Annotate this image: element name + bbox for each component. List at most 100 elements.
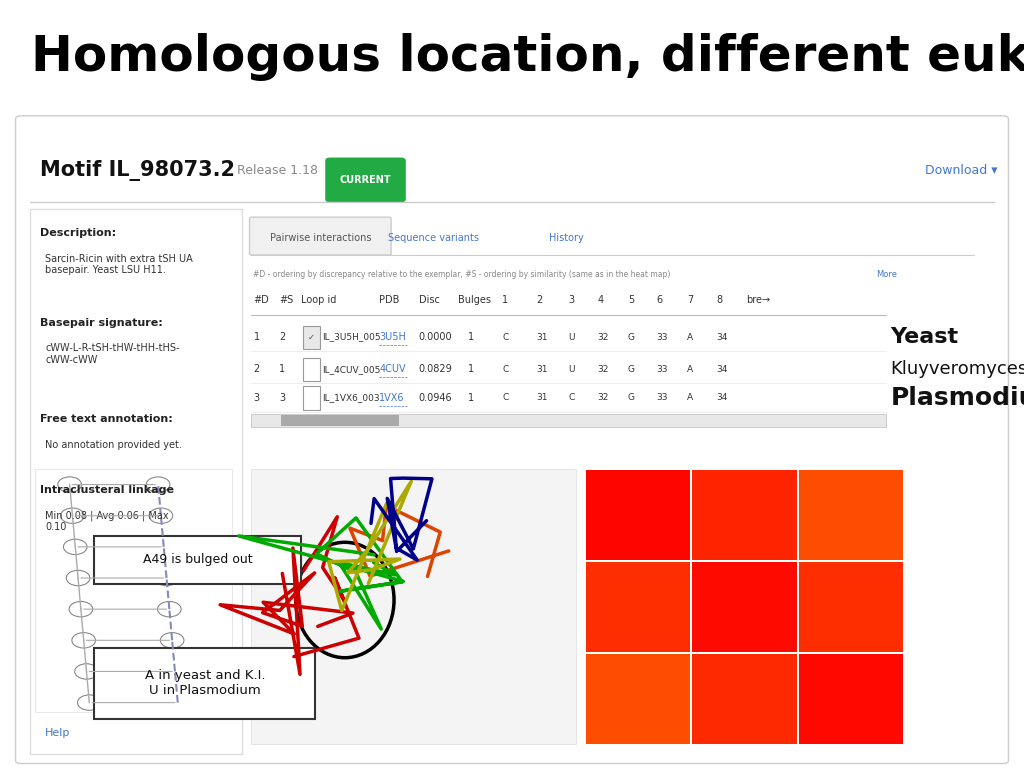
Text: C: C <box>502 365 509 374</box>
Text: IL_4CUV_005: IL_4CUV_005 <box>323 365 381 374</box>
Text: #S: #S <box>279 295 293 305</box>
Text: G: G <box>628 333 635 342</box>
Text: 1VX6: 1VX6 <box>379 393 404 403</box>
FancyBboxPatch shape <box>252 414 886 427</box>
Text: 1: 1 <box>468 393 474 403</box>
Text: Bulges: Bulges <box>458 295 490 305</box>
Text: 34: 34 <box>717 365 728 374</box>
Text: Yeast: Yeast <box>891 327 958 347</box>
FancyBboxPatch shape <box>94 648 315 719</box>
Text: 32: 32 <box>598 333 609 342</box>
FancyBboxPatch shape <box>799 654 903 744</box>
FancyBboxPatch shape <box>692 561 797 652</box>
Text: Plasmodium: Plasmodium <box>891 386 1024 410</box>
Text: #D - ordering by discrepancy relative to the exemplar, #S - ordering by similari: #D - ordering by discrepancy relative to… <box>254 270 671 279</box>
FancyBboxPatch shape <box>303 326 321 349</box>
FancyBboxPatch shape <box>94 536 301 584</box>
Text: 0.0946: 0.0946 <box>419 393 453 403</box>
FancyBboxPatch shape <box>586 561 690 652</box>
Text: More: More <box>876 270 897 279</box>
Text: Free text annotation:: Free text annotation: <box>40 414 173 424</box>
Text: A: A <box>687 365 693 374</box>
Text: Disc: Disc <box>419 295 439 305</box>
Text: C: C <box>502 393 509 402</box>
Text: U: U <box>568 333 574 342</box>
Circle shape <box>161 633 184 648</box>
FancyBboxPatch shape <box>281 415 399 425</box>
Text: Min 0.08 | Avg 0.06 | Max
0.10: Min 0.08 | Avg 0.06 | Max 0.10 <box>45 510 169 532</box>
Text: 3: 3 <box>254 393 260 403</box>
Text: PDB: PDB <box>379 295 399 305</box>
Text: IL_1VX6_003: IL_1VX6_003 <box>323 393 380 402</box>
Text: 1: 1 <box>468 364 474 374</box>
Text: cWW-L-R-tSH-tHW-tHH-tHS-
cWW-cWW: cWW-L-R-tSH-tHW-tHH-tHS- cWW-cWW <box>45 343 179 365</box>
FancyBboxPatch shape <box>799 561 903 652</box>
Text: bre→: bre→ <box>745 295 770 305</box>
Text: 31: 31 <box>537 333 548 342</box>
FancyBboxPatch shape <box>586 654 690 744</box>
Text: Sequence variants: Sequence variants <box>388 233 479 243</box>
Text: Help: Help <box>45 728 71 738</box>
Text: 7: 7 <box>687 295 693 305</box>
Text: ✓: ✓ <box>308 333 315 342</box>
Text: Kluyveromyces: Kluyveromyces <box>891 360 1024 378</box>
Text: 31: 31 <box>537 393 548 402</box>
FancyBboxPatch shape <box>692 470 797 561</box>
Circle shape <box>63 539 87 554</box>
Text: C: C <box>568 393 574 402</box>
Text: G: G <box>628 393 635 402</box>
FancyBboxPatch shape <box>250 217 391 255</box>
Circle shape <box>158 601 181 617</box>
Text: 3U5H: 3U5H <box>379 332 407 342</box>
Text: 4: 4 <box>598 295 604 305</box>
Text: 33: 33 <box>656 365 668 374</box>
Text: 0.0000: 0.0000 <box>419 332 453 342</box>
Text: No annotation provided yet.: No annotation provided yet. <box>45 439 182 450</box>
Text: U: U <box>568 365 574 374</box>
Text: Motif IL_98073.2: Motif IL_98073.2 <box>40 160 236 180</box>
FancyBboxPatch shape <box>326 157 406 203</box>
Text: 34: 34 <box>717 333 728 342</box>
Text: Release 1.18: Release 1.18 <box>237 164 317 177</box>
Text: 33: 33 <box>656 393 668 402</box>
Circle shape <box>166 695 189 710</box>
Text: 31: 31 <box>537 365 548 374</box>
Text: Download ▾: Download ▾ <box>925 164 997 177</box>
Text: Sarcin-Ricin with extra tSH UA
basepair. Yeast LSU H11.: Sarcin-Ricin with extra tSH UA basepair.… <box>45 253 193 275</box>
Text: A49 is bulged out: A49 is bulged out <box>142 553 252 566</box>
Text: 2: 2 <box>537 295 543 305</box>
Text: 4CUV: 4CUV <box>379 364 406 374</box>
Circle shape <box>75 664 98 679</box>
Text: 3: 3 <box>279 393 285 403</box>
Circle shape <box>60 508 84 524</box>
Text: 32: 32 <box>598 365 609 374</box>
FancyBboxPatch shape <box>303 386 321 409</box>
Text: A: A <box>687 333 693 342</box>
FancyBboxPatch shape <box>692 654 797 744</box>
Circle shape <box>150 508 173 524</box>
Circle shape <box>155 571 178 586</box>
Circle shape <box>72 633 95 648</box>
Text: Homologous location, different eukaryotes: Homologous location, different eukaryote… <box>31 33 1024 81</box>
FancyBboxPatch shape <box>35 468 231 712</box>
Text: IL_3U5H_005: IL_3U5H_005 <box>323 333 381 342</box>
Circle shape <box>146 477 170 492</box>
Circle shape <box>78 695 101 710</box>
Circle shape <box>57 477 82 492</box>
Text: 1: 1 <box>468 332 474 342</box>
Text: A: A <box>687 393 693 402</box>
FancyBboxPatch shape <box>586 470 690 561</box>
Text: 3: 3 <box>568 295 574 305</box>
Text: G: G <box>628 365 635 374</box>
Text: CURRENT: CURRENT <box>340 175 391 185</box>
Text: 33: 33 <box>656 333 668 342</box>
Text: 1: 1 <box>254 332 260 342</box>
FancyBboxPatch shape <box>252 468 575 744</box>
Text: 1: 1 <box>279 364 285 374</box>
Text: 5: 5 <box>628 295 634 305</box>
Text: 1: 1 <box>502 295 508 305</box>
FancyBboxPatch shape <box>799 470 903 561</box>
Text: Pairwise interactions: Pairwise interactions <box>269 233 371 243</box>
Text: 32: 32 <box>598 393 609 402</box>
Text: Loop id: Loop id <box>301 295 336 305</box>
